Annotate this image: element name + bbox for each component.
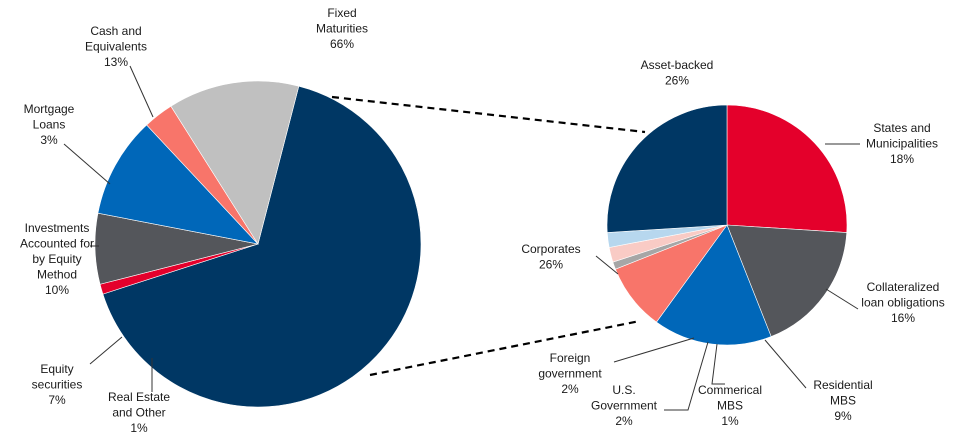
detail-leader-foreign-government — [613, 337, 695, 363]
detail-label-collateralized-loan-obligations-percent: 16% — [891, 311, 915, 325]
main-label-investments-accounted-for-by-equity-method-line: by Equity — [32, 252, 81, 266]
main-label-real-estate-and-other-line: Real Estate — [108, 390, 170, 404]
detail-label-u-s-government-line: Government — [591, 399, 658, 413]
main-label-mortgage-loans-line: Mortgage — [24, 102, 75, 116]
main-leader-mortgage-loans — [63, 143, 111, 185]
detail-label-foreign-government-percent: 2% — [561, 382, 579, 396]
main-label-mortgage-loans-line: Loans — [33, 118, 66, 132]
main-label-fixed-maturities-line: Maturities — [316, 22, 368, 36]
fixed-maturities-breakdown-pie — [606, 104, 848, 346]
main-slice-fixed-maturities — [102, 85, 422, 408]
detail-slice-corporates — [606, 104, 728, 233]
main-label-equity-securities: Equity securities 7% — [32, 362, 83, 407]
detail-slice-states-and-municipalities — [726, 224, 848, 337]
main-label-fixed-maturities-percent: 66% — [330, 37, 354, 51]
detail-label-foreign-government-line: government — [538, 367, 602, 381]
detail-label-states-and-municipalities-line: Municipalities — [866, 137, 938, 151]
slice-labels: Fixed Maturities 66%Real Estate and Other 1%… — [20, 6, 945, 435]
detail-label-commerical-mbs-percent: 1% — [721, 414, 739, 428]
detail-label-corporates-line: Corporates — [521, 242, 580, 256]
breakout-connectors — [331, 95, 646, 377]
main-label-equity-securities-percent: 7% — [48, 393, 66, 407]
main-label-cash-and-equivalents: Cash and Equivalents 13% — [85, 24, 147, 69]
detail-label-foreign-government-line: Foreign — [550, 351, 591, 365]
detail-label-asset-backed-percent: 26% — [665, 74, 689, 88]
main-label-cash-and-equivalents-percent: 13% — [104, 55, 128, 69]
main-label-investments-accounted-for-by-equity-method-percent: 10% — [45, 283, 69, 297]
detail-leader-u-s-government — [664, 341, 709, 411]
detail-label-residential-mbs: Residential MBS 9% — [813, 378, 872, 423]
detail-label-states-and-municipalities: States and Municipalities 18% — [866, 121, 938, 166]
detail-leader-corporates — [595, 255, 619, 275]
main-label-real-estate-and-other-percent: 1% — [130, 421, 148, 435]
main-label-equity-securities-line: securities — [32, 378, 83, 392]
main-slice-cash-and-equivalents — [170, 80, 300, 245]
main-leader-cash-and-equivalents — [129, 65, 154, 118]
main-leader-equity-securities — [89, 336, 123, 365]
detail-label-states-and-municipalities-line: States and — [873, 121, 930, 135]
detail-label-u-s-government-line: U.S. — [612, 383, 635, 397]
main-label-investments-accounted-for-by-equity-method-line: Method — [37, 268, 77, 282]
detail-slice-asset-backed — [726, 104, 848, 233]
detail-slice-collateralized-loan-obligations — [656, 224, 772, 346]
main-label-investments-accounted-for-by-equity-method: Investments Accounted for by Equity Method 1… — [20, 221, 94, 297]
main-pie — [94, 80, 422, 408]
main-label-fixed-maturities-line: Fixed — [327, 6, 356, 20]
main-label-real-estate-and-other-line: and Other — [112, 406, 165, 420]
detail-label-corporates-percent: 26% — [539, 258, 563, 272]
main-label-fixed-maturities: Fixed Maturities 66% — [316, 6, 368, 51]
detail-label-collateralized-loan-obligations-line: loan obligations — [861, 296, 944, 310]
detail-leader-commerical-mbs — [711, 343, 725, 385]
main-label-cash-and-equivalents-line: Cash and — [90, 24, 141, 38]
connector-bottom — [369, 319, 641, 377]
detail-label-u-s-government-percent: 2% — [615, 414, 633, 428]
connector-top — [331, 95, 646, 134]
main-label-mortgage-loans-percent: 3% — [40, 133, 58, 147]
detail-label-collateralized-loan-obligations: Collateralized loan obligations 16% — [861, 280, 944, 325]
detail-label-commerical-mbs-line: MBS — [717, 399, 743, 413]
detail-label-corporates: Corporates 26% — [521, 242, 580, 272]
detail-label-asset-backed-line: Asset-backed — [641, 58, 714, 72]
main-slice-investments-accounted-for-by-equity-method — [97, 124, 259, 245]
detail-leader-collateralized-loan-obligations — [825, 288, 859, 310]
detail-label-commerical-mbs-line: Commerical — [698, 383, 762, 397]
detail-label-asset-backed: Asset-backed 26% — [641, 58, 714, 88]
main-label-real-estate-and-other: Real Estate and Other 1% — [108, 390, 170, 435]
main-label-cash-and-equivalents-line: Equivalents — [85, 40, 147, 54]
detail-label-residential-mbs-line: MBS — [830, 394, 856, 408]
detail-label-states-and-municipalities-percent: 18% — [890, 152, 914, 166]
main-label-investments-accounted-for-by-equity-method-line: Investments — [25, 221, 90, 235]
main-label-mortgage-loans: Mortgage Loans 3% — [24, 102, 75, 147]
detail-label-collateralized-loan-obligations-line: Collateralized — [867, 280, 940, 294]
detail-label-residential-mbs-line: Residential — [813, 378, 872, 392]
detail-leader-residential-mbs — [764, 339, 807, 389]
detail-label-commerical-mbs: Commerical MBS 1% — [698, 383, 762, 428]
main-label-investments-accounted-for-by-equity-method-line: Accounted for — [20, 237, 94, 251]
main-label-equity-securities-line: Equity — [40, 362, 73, 376]
detail-label-foreign-government: Foreign government 2% — [538, 351, 602, 396]
detail-label-residential-mbs-percent: 9% — [834, 409, 852, 423]
leader-lines — [63, 65, 860, 411]
detail-label-u-s-government: U.S. Government 2% — [591, 383, 658, 428]
